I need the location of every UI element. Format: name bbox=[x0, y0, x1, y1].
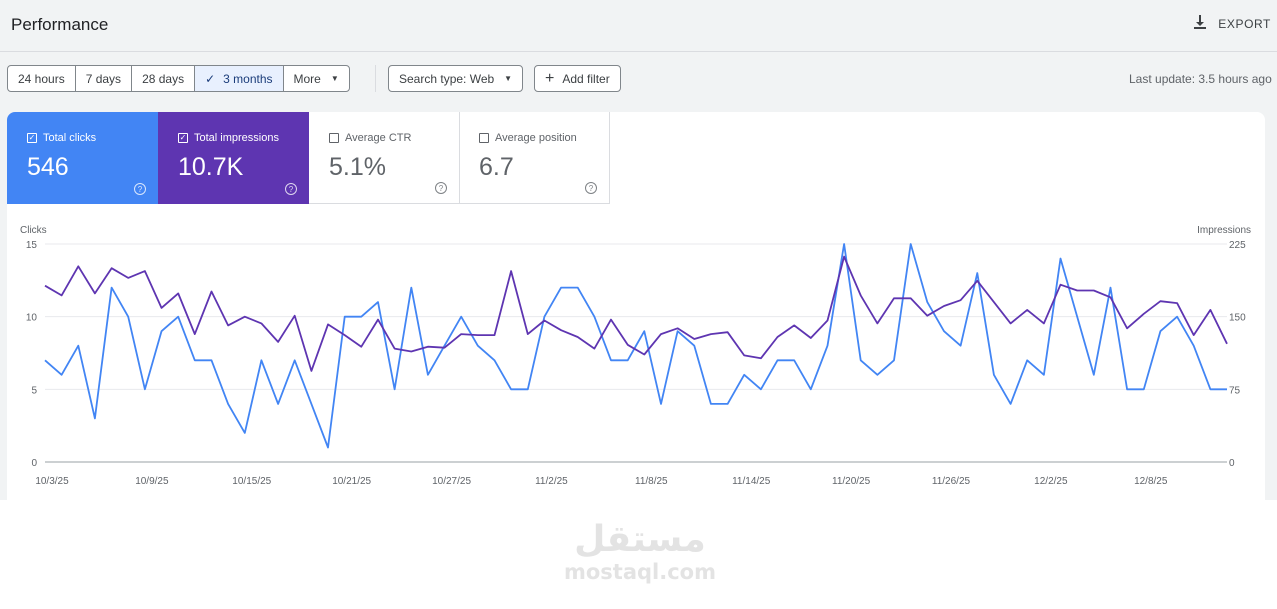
y-tick-label-left: 10 bbox=[26, 313, 38, 324]
x-tick-label: 11/20/25 bbox=[832, 476, 871, 487]
x-tick-label: 11/14/25 bbox=[732, 476, 771, 487]
range-24-hours[interactable]: 24 hours bbox=[8, 66, 76, 91]
range-label: 7 days bbox=[85, 71, 122, 86]
help-icon[interactable]: ? bbox=[134, 183, 146, 195]
help-icon[interactable]: ? bbox=[285, 183, 297, 195]
metric-value: 5.1% bbox=[329, 153, 386, 181]
export-label: EXPORT bbox=[1218, 16, 1271, 31]
add-filter-label: Add filter bbox=[562, 71, 610, 86]
x-tick-label: 10/21/25 bbox=[332, 476, 371, 487]
caret-down-icon: ▼ bbox=[504, 74, 513, 83]
y-axis-left-label: Clicks bbox=[20, 225, 47, 236]
more-label: More bbox=[293, 71, 321, 86]
metric-label: Average CTR bbox=[345, 132, 412, 144]
plus-icon: + bbox=[545, 69, 555, 87]
y-tick-label-left: 5 bbox=[31, 385, 37, 396]
metric-label-row: ✓ Total clicks bbox=[27, 132, 96, 144]
divider bbox=[375, 65, 376, 92]
y-tick-label-right: 75 bbox=[1229, 385, 1241, 396]
performance-chart: Clicks Impressions 0 0 5 75 10 150 15 225 10/3/25 1… bbox=[20, 225, 1251, 487]
x-tick-label: 11/26/25 bbox=[932, 476, 971, 487]
series-line-clicks bbox=[44, 243, 1227, 449]
checkbox-checked-icon[interactable]: ✓ bbox=[27, 133, 37, 143]
metric-value: 10.7K bbox=[178, 153, 244, 181]
performance-card: ✓ Total clicks 546 ? ✓ Total impressions 1… bbox=[7, 112, 1265, 500]
search-type-label: Search type: Web bbox=[399, 71, 495, 86]
range-28-days[interactable]: 28 days bbox=[132, 66, 196, 91]
watermark-logo: مستقل mostaql.com bbox=[564, 519, 716, 585]
x-tick-label: 10/3/25 bbox=[35, 476, 69, 487]
filter-toolbar: 24 hours 7 days 28 days ✓ 3 months More ▼ … bbox=[0, 52, 1277, 108]
metric-label: Total impressions bbox=[194, 132, 279, 144]
y-axis-right-label: Impressions bbox=[1197, 225, 1251, 236]
page-title: Performance bbox=[11, 15, 109, 34]
y-tick-label-right: 150 bbox=[1229, 313, 1246, 324]
check-icon: ✓ bbox=[205, 71, 216, 86]
search-type-dropdown[interactable]: Search type: Web ▼ bbox=[388, 65, 524, 92]
help-icon[interactable]: ? bbox=[585, 182, 597, 194]
x-tick-label: 10/27/25 bbox=[432, 476, 471, 487]
x-tick-label: 12/2/25 bbox=[1034, 476, 1068, 487]
download-icon bbox=[1192, 14, 1208, 33]
last-update-text: Last update: 3.5 hours ago bbox=[1129, 72, 1272, 86]
metric-total-clicks[interactable]: ✓ Total clicks 546 ? bbox=[7, 112, 158, 204]
range-label: 28 days bbox=[142, 71, 185, 86]
add-filter-button[interactable]: + Add filter bbox=[534, 65, 621, 92]
y-tick-label-right: 0 bbox=[1229, 458, 1235, 469]
range-label: 3 months bbox=[223, 71, 273, 86]
y-tick-label-left: 15 bbox=[26, 240, 38, 251]
metric-label: Average position bbox=[495, 132, 577, 144]
metric-total-impressions[interactable]: ✓ Total impressions 10.7K ? bbox=[158, 112, 309, 204]
y-tick-label-left: 0 bbox=[31, 458, 37, 469]
export-button[interactable]: EXPORT bbox=[1192, 14, 1271, 33]
range-label: 24 hours bbox=[18, 71, 65, 86]
x-tick-label: 11/8/25 bbox=[635, 476, 668, 487]
x-tick-label: 10/15/25 bbox=[232, 476, 271, 487]
checkbox-checked-icon[interactable]: ✓ bbox=[178, 133, 188, 143]
checkbox-unchecked-icon[interactable] bbox=[479, 133, 489, 143]
metric-average-ctr[interactable]: Average CTR 5.1% ? bbox=[309, 112, 460, 204]
y-tick-label-right: 225 bbox=[1229, 240, 1246, 251]
x-tick-label: 12/8/25 bbox=[1134, 476, 1168, 487]
checkbox-unchecked-icon[interactable] bbox=[329, 133, 339, 143]
range-3-months[interactable]: ✓ 3 months bbox=[195, 66, 284, 91]
range-7-days[interactable]: 7 days bbox=[76, 66, 133, 91]
metric-label-row: Average position bbox=[479, 132, 577, 144]
page-header: Performance EXPORT bbox=[0, 0, 1277, 52]
metric-label-row: Average CTR bbox=[329, 132, 411, 144]
metric-label: Total clicks bbox=[43, 132, 97, 144]
metric-average-position[interactable]: Average position 6.7 ? bbox=[459, 112, 610, 204]
metric-label-row: ✓ Total impressions bbox=[178, 132, 279, 144]
metric-value: 546 bbox=[27, 153, 69, 181]
help-icon[interactable]: ? bbox=[435, 182, 447, 194]
x-tick-label: 10/9/25 bbox=[135, 476, 169, 487]
series-line-impressions bbox=[44, 255, 1228, 372]
caret-down-icon: ▼ bbox=[330, 74, 339, 83]
search-console-performance: Performance EXPORT 24 hours 7 days 28 da… bbox=[0, 0, 1277, 500]
more-ranges-dropdown[interactable]: More ▼ bbox=[284, 66, 349, 91]
metric-value: 6.7 bbox=[479, 153, 514, 181]
x-tick-label: 11/2/25 bbox=[535, 476, 568, 487]
date-range-selector: 24 hours 7 days 28 days ✓ 3 months More ▼ bbox=[7, 65, 350, 92]
